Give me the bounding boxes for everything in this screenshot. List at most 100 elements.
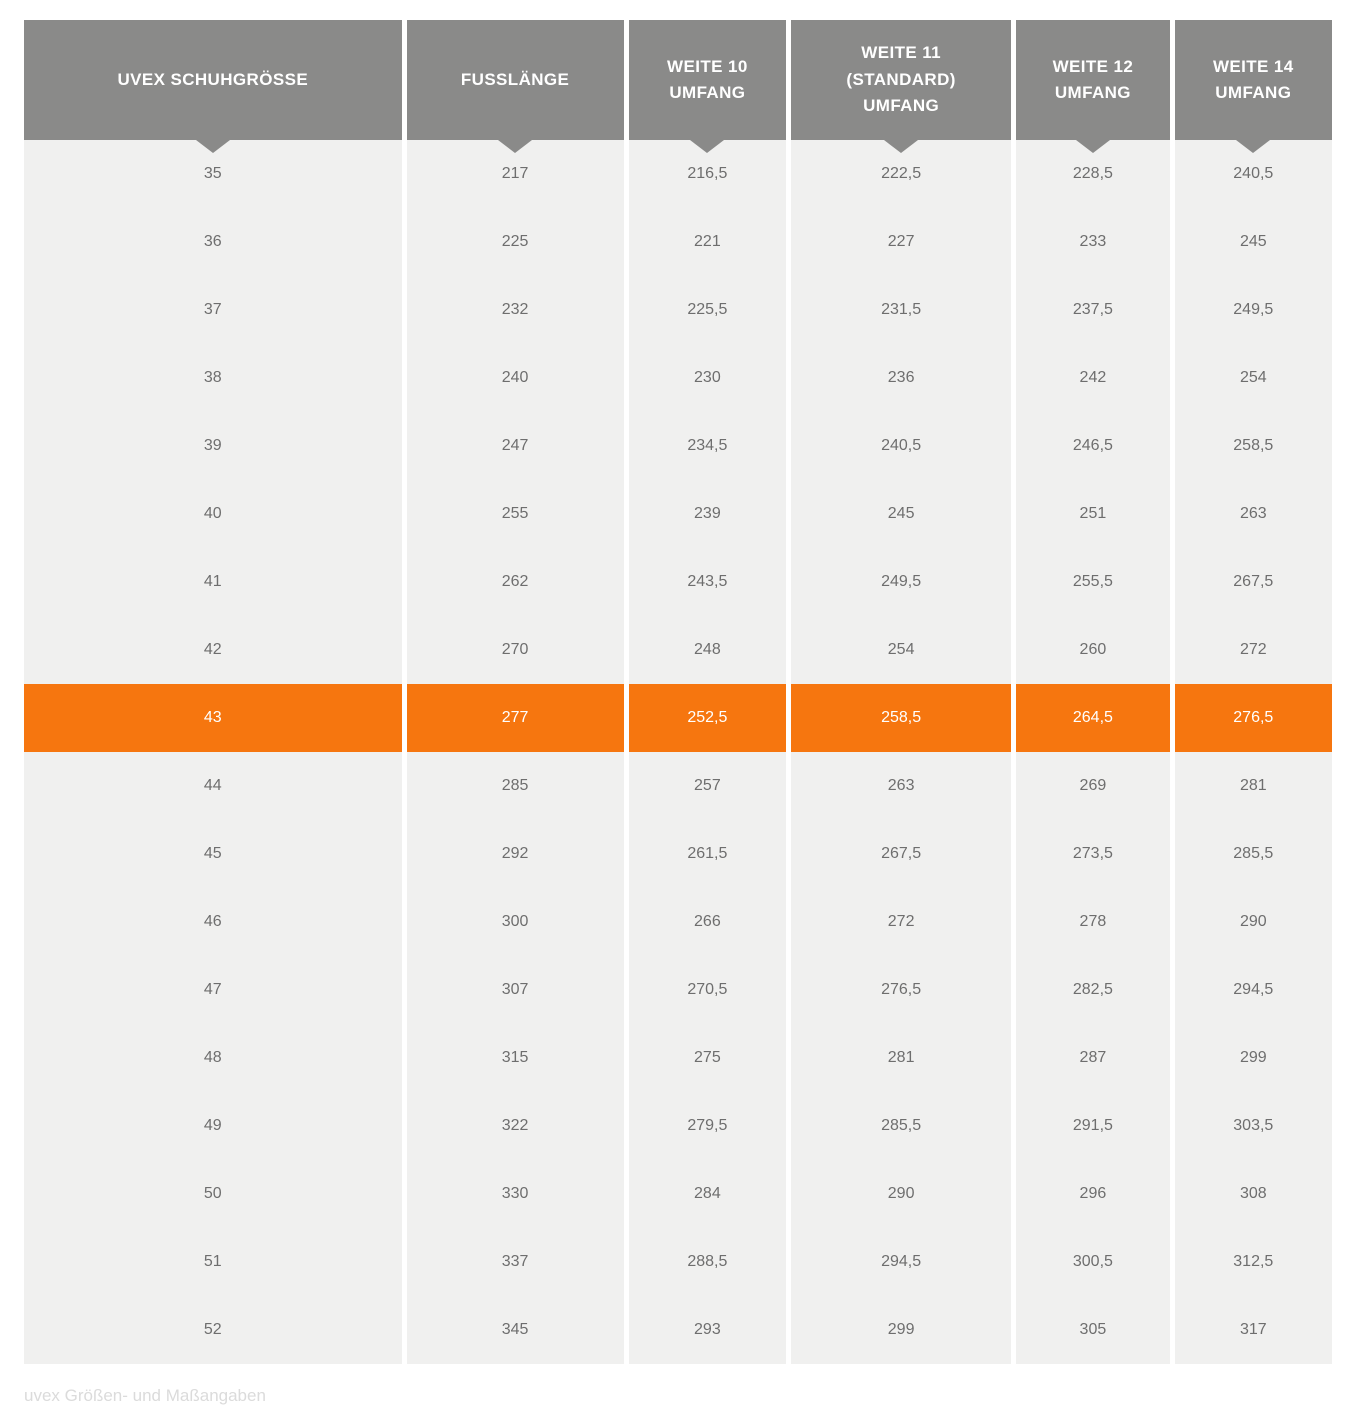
column-header-weite-14: WEITE 14 UMFANG (1174, 20, 1332, 140)
cell-weite-10: 279,5 (628, 1092, 787, 1160)
table-row[interactable]: 45 292 261,5 267,5 273,5 285,5 (24, 820, 1332, 888)
table-row[interactable]: 47 307 270,5 276,5 282,5 294,5 (24, 956, 1332, 1024)
cell-weite-14: 299 (1174, 1024, 1332, 1092)
cell-weite-12: 246,5 (1016, 412, 1170, 480)
column-header-fusslaenge: FUSSLÄNGE (406, 20, 624, 140)
cell-weite-11: 258,5 (791, 684, 1012, 752)
cell-weite-10: 248 (628, 616, 787, 684)
cell-weite-12: 242 (1016, 344, 1170, 412)
cell-weite-11: 245 (791, 480, 1012, 548)
cell-schuhgroesse: 52 (24, 1296, 402, 1364)
cell-weite-12: 228,5 (1016, 140, 1170, 208)
cell-weite-14: 285,5 (1174, 820, 1332, 888)
cell-weite-10: 234,5 (628, 412, 787, 480)
cell-schuhgroesse: 38 (24, 344, 402, 412)
cell-fusslaenge: 240 (406, 344, 624, 412)
cell-schuhgroesse: 36 (24, 208, 402, 276)
cell-weite-12: 305 (1016, 1296, 1170, 1364)
cell-weite-14: 308 (1174, 1160, 1332, 1228)
cell-schuhgroesse: 48 (24, 1024, 402, 1092)
table-row[interactable]: 37 232 225,5 231,5 237,5 249,5 (24, 276, 1332, 344)
cell-weite-12: 273,5 (1016, 820, 1170, 888)
cell-schuhgroesse: 45 (24, 820, 402, 888)
cell-weite-10: 230 (628, 344, 787, 412)
cell-weite-11: 240,5 (791, 412, 1012, 480)
cell-weite-12: 282,5 (1016, 956, 1170, 1024)
cell-fusslaenge: 330 (406, 1160, 624, 1228)
table-body: 35 217 216,5 222,5 228,5 240,5 36 225 22… (24, 140, 1332, 1364)
cell-weite-11: 267,5 (791, 820, 1012, 888)
table-row[interactable]: 44 285 257 263 269 281 (24, 752, 1332, 820)
table-row[interactable]: 48 315 275 281 287 299 (24, 1024, 1332, 1092)
cell-weite-11: 231,5 (791, 276, 1012, 344)
table-row[interactable]: 52 345 293 299 305 317 (24, 1296, 1332, 1364)
cell-weite-14: 263 (1174, 480, 1332, 548)
table-row[interactable]: 46 300 266 272 278 290 (24, 888, 1332, 956)
cell-weite-14: 249,5 (1174, 276, 1332, 344)
cell-weite-10: 261,5 (628, 820, 787, 888)
cell-weite-10: 275 (628, 1024, 787, 1092)
cell-weite-14: 276,5 (1174, 684, 1332, 752)
table-header-row: UVEX SCHUHGRÖSSE FUSSLÄNGE WEITE 10 UMFA… (24, 20, 1332, 140)
cell-fusslaenge: 345 (406, 1296, 624, 1364)
cell-fusslaenge: 322 (406, 1092, 624, 1160)
column-header-schuhgroesse: UVEX SCHUHGRÖSSE (24, 20, 402, 140)
cell-schuhgroesse: 43 (24, 684, 402, 752)
cell-weite-11: 276,5 (791, 956, 1012, 1024)
cell-weite-10: 266 (628, 888, 787, 956)
cell-weite-10: 284 (628, 1160, 787, 1228)
table-row[interactable]: 51 337 288,5 294,5 300,5 312,5 (24, 1228, 1332, 1296)
column-header-weite-10: WEITE 10 UMFANG (628, 20, 787, 140)
cell-weite-10: 216,5 (628, 140, 787, 208)
cell-weite-12: 300,5 (1016, 1228, 1170, 1296)
cell-fusslaenge: 315 (406, 1024, 624, 1092)
cell-schuhgroesse: 39 (24, 412, 402, 480)
cell-weite-14: 312,5 (1174, 1228, 1332, 1296)
table-row[interactable]: 42 270 248 254 260 272 (24, 616, 1332, 684)
cell-weite-12: 291,5 (1016, 1092, 1170, 1160)
cell-weite-14: 272 (1174, 616, 1332, 684)
table-row[interactable]: 50 330 284 290 296 308 (24, 1160, 1332, 1228)
cell-fusslaenge: 255 (406, 480, 624, 548)
cell-weite-10: 239 (628, 480, 787, 548)
cell-weite-10: 257 (628, 752, 787, 820)
cell-weite-14: 245 (1174, 208, 1332, 276)
cell-weite-11: 290 (791, 1160, 1012, 1228)
cell-weite-14: 267,5 (1174, 548, 1332, 616)
cell-schuhgroesse: 50 (24, 1160, 402, 1228)
cell-weite-11: 249,5 (791, 548, 1012, 616)
cell-fusslaenge: 247 (406, 412, 624, 480)
table-row[interactable]: 40 255 239 245 251 263 (24, 480, 1332, 548)
cell-fusslaenge: 337 (406, 1228, 624, 1296)
cell-fusslaenge: 307 (406, 956, 624, 1024)
cell-weite-14: 258,5 (1174, 412, 1332, 480)
cell-fusslaenge: 270 (406, 616, 624, 684)
cell-weite-12: 255,5 (1016, 548, 1170, 616)
table-row[interactable]: 39 247 234,5 240,5 246,5 258,5 (24, 412, 1332, 480)
table-row[interactable]: 41 262 243,5 249,5 255,5 267,5 (24, 548, 1332, 616)
cell-weite-14: 281 (1174, 752, 1332, 820)
table-row[interactable]: 49 322 279,5 285,5 291,5 303,5 (24, 1092, 1332, 1160)
cell-weite-12: 260 (1016, 616, 1170, 684)
table-row[interactable]: 36 225 221 227 233 245 (24, 208, 1332, 276)
cell-schuhgroesse: 46 (24, 888, 402, 956)
cell-weite-11: 299 (791, 1296, 1012, 1364)
cell-weite-14: 317 (1174, 1296, 1332, 1364)
table-row[interactable]: 38 240 230 236 242 254 (24, 344, 1332, 412)
cell-schuhgroesse: 49 (24, 1092, 402, 1160)
cell-weite-14: 303,5 (1174, 1092, 1332, 1160)
cell-fusslaenge: 232 (406, 276, 624, 344)
cell-weite-11: 254 (791, 616, 1012, 684)
table-caption: uvex Größen- und Maßangaben (24, 1386, 266, 1405)
cell-weite-12: 278 (1016, 888, 1170, 956)
cell-schuhgroesse: 47 (24, 956, 402, 1024)
cell-weite-12: 287 (1016, 1024, 1170, 1092)
cell-fusslaenge: 300 (406, 888, 624, 956)
column-header-weite-11: WEITE 11 (STANDARD) UMFANG (791, 20, 1012, 140)
cell-weite-11: 227 (791, 208, 1012, 276)
table-row[interactable]: 43 277 252,5 258,5 264,5 276,5 (24, 684, 1332, 752)
cell-weite-10: 288,5 (628, 1228, 787, 1296)
cell-weite-11: 294,5 (791, 1228, 1012, 1296)
cell-schuhgroesse: 37 (24, 276, 402, 344)
